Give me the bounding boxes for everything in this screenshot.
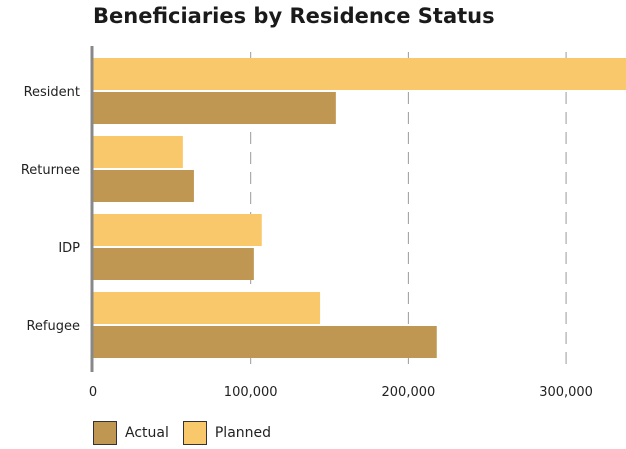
bars (93, 58, 626, 358)
legend-item-planned: Planned (182, 421, 272, 445)
legend-label: Actual (125, 425, 169, 441)
y-tick-label: Refugee (26, 319, 80, 334)
bar-planned-idp (93, 214, 262, 246)
y-tick-label: Returnee (21, 163, 80, 178)
x-tick-label: 300,000 (539, 385, 593, 400)
y-tick-label: Resident (24, 85, 80, 100)
bar-actual-resident (93, 92, 336, 124)
x-tick-label: 200,000 (382, 385, 436, 400)
bar-actual-returnee (93, 170, 194, 202)
bar-actual-refugee (93, 326, 437, 358)
bar-planned-resident (93, 58, 626, 90)
x-tick-label: 100,000 (224, 385, 278, 400)
bar-planned-refugee (93, 292, 321, 324)
legend-swatch (182, 421, 207, 445)
chart-title: Beneficiaries by Residence Status (93, 4, 495, 28)
legend-label: Planned (214, 425, 272, 441)
x-tick-label: 0 (89, 385, 97, 400)
legend: Actual Planned (93, 421, 285, 445)
bar-actual-idp (93, 248, 254, 280)
bar-planned-returnee (93, 136, 183, 168)
legend-item-actual: Actual (93, 421, 169, 445)
tick-labels: 0 100,000 200,000 300,000 Resident Returnee ID… (21, 85, 593, 400)
y-tick-label: IDP (58, 241, 80, 256)
legend-swatch (93, 421, 117, 445)
